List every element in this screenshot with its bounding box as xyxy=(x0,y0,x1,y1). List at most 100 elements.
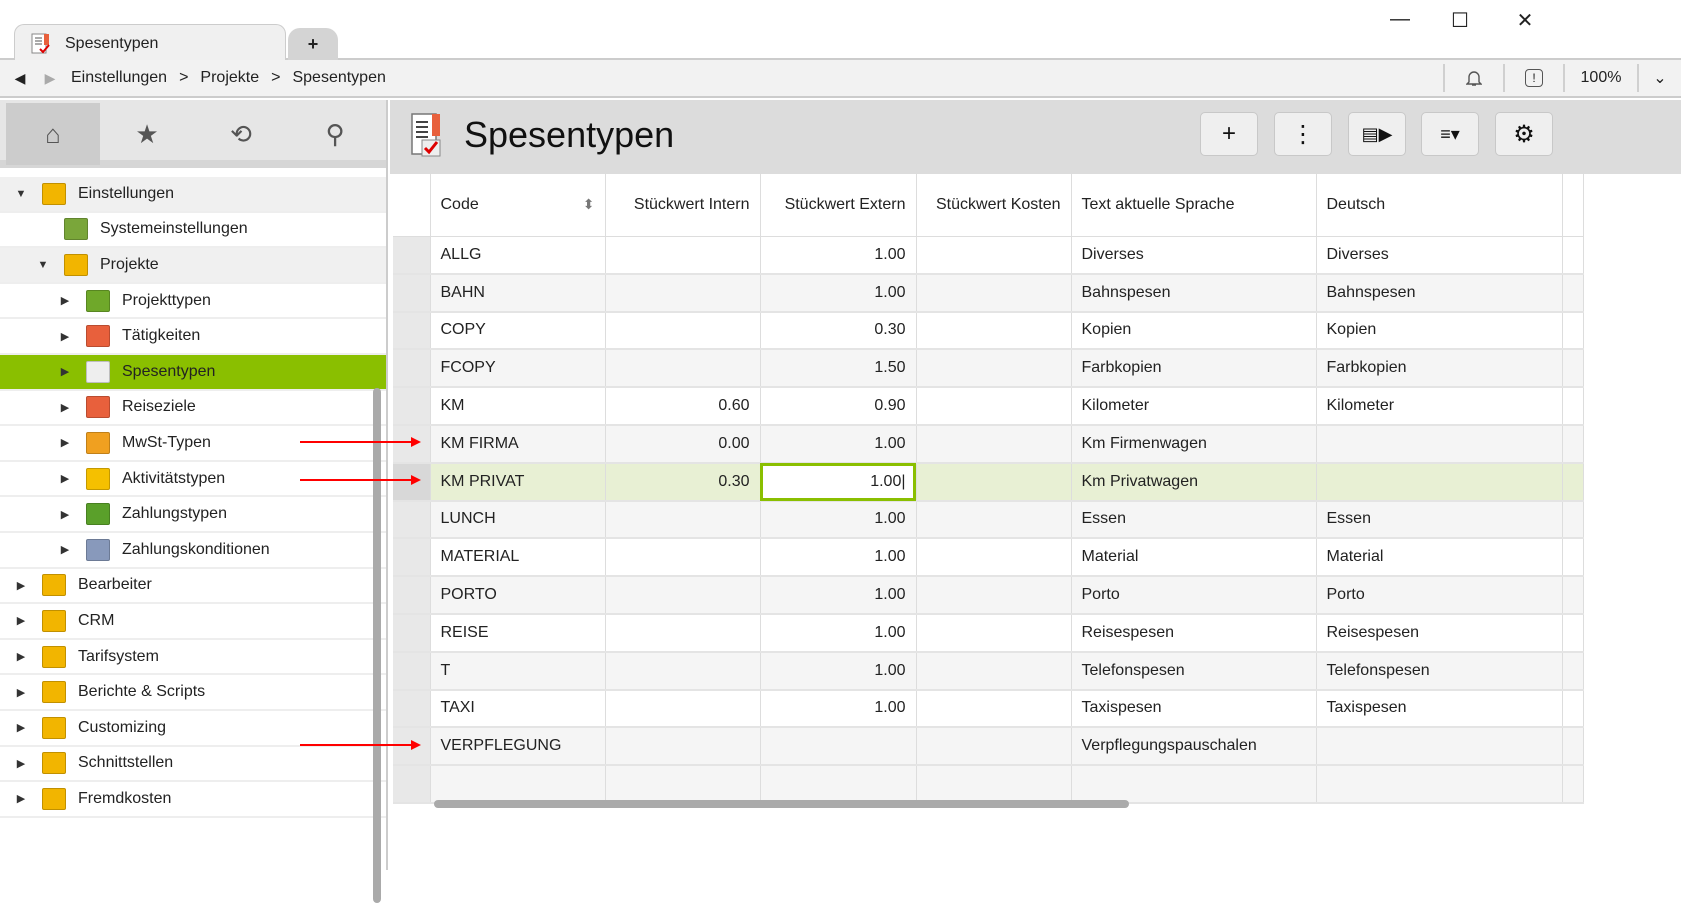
caret-right-icon[interactable]: ▶ xyxy=(16,793,26,806)
caret-right-icon[interactable]: ▶ xyxy=(60,366,70,379)
table-cell[interactable]: Verpflegungspauschalen xyxy=(1071,727,1317,767)
table-cell[interactable]: LUNCH xyxy=(430,500,606,540)
table-cell[interactable] xyxy=(916,387,1072,426)
table-cell[interactable]: BAHN xyxy=(430,273,606,313)
table-cell[interactable]: Material xyxy=(1316,538,1563,578)
breadcrumb-einstellungen[interactable]: Einstellungen xyxy=(71,69,168,86)
table-cell[interactable]: COPY xyxy=(430,311,606,351)
new-tab-button[interactable]: + xyxy=(288,28,338,60)
table-row[interactable]: REISE 1.00 Reisespesen Reisespesen xyxy=(393,613,1584,653)
column-header[interactable]: Code ⬍ xyxy=(430,174,606,237)
table-cell[interactable] xyxy=(916,765,1072,804)
table-cell[interactable]: T xyxy=(430,651,606,691)
table-row[interactable] xyxy=(393,765,1584,804)
table-cell[interactable] xyxy=(1316,727,1563,767)
zoom-level[interactable]: 100% xyxy=(1563,64,1637,92)
table-cell[interactable]: Porto xyxy=(1316,576,1563,615)
caret-right-icon[interactable]: ▶ xyxy=(16,757,26,770)
table-row[interactable]: KM FIRMA 0.00 1.00 Km Firmenwagen xyxy=(393,424,1584,464)
table-row[interactable]: MATERIAL 1.00 Material Material xyxy=(393,538,1584,578)
table-cell[interactable] xyxy=(605,576,761,615)
row-header[interactable] xyxy=(393,576,431,615)
breadcrumb-projekte[interactable]: Projekte xyxy=(200,69,260,86)
add-button[interactable]: + xyxy=(1200,112,1258,156)
table-cell[interactable]: KM FIRMA xyxy=(430,424,606,464)
table-cell[interactable] xyxy=(760,765,917,804)
tree-item[interactable]: ▼ Einstellungen xyxy=(0,177,386,213)
row-header[interactable] xyxy=(393,387,431,426)
row-header[interactable] xyxy=(393,613,431,653)
column-header[interactable]: Stückwert Intern xyxy=(605,174,761,237)
table-cell[interactable]: Taxispesen xyxy=(1316,689,1563,729)
table-cell[interactable] xyxy=(916,576,1072,615)
table-cell[interactable]: Reisespesen xyxy=(1071,613,1317,653)
table-cell[interactable] xyxy=(916,273,1072,313)
table-cell[interactable]: 0.30 xyxy=(605,462,761,502)
row-header[interactable] xyxy=(393,273,431,313)
table-cell[interactable] xyxy=(605,349,761,389)
sidebar-tab-home[interactable]: ⌂ xyxy=(6,103,100,165)
table-cell[interactable]: 0.30 xyxy=(760,311,917,351)
table-cell[interactable] xyxy=(430,765,606,804)
table-cell[interactable] xyxy=(605,500,761,540)
caret-down-icon[interactable]: ▼ xyxy=(15,187,27,200)
tree-item[interactable]: ▶ CRM xyxy=(0,604,386,640)
tree-item[interactable]: ▶ Reiseziele xyxy=(0,391,386,427)
table-cell[interactable]: Kilometer xyxy=(1071,387,1317,426)
table-cell[interactable]: 1.00 xyxy=(760,424,917,464)
table-cell[interactable]: Farbkopien xyxy=(1316,349,1563,389)
table-cell[interactable] xyxy=(916,236,1072,275)
table-cell[interactable] xyxy=(1316,424,1563,464)
table-cell[interactable] xyxy=(1316,765,1563,804)
table-cell[interactable]: 1.00 xyxy=(760,500,917,540)
row-header[interactable] xyxy=(393,349,431,389)
table-row[interactable]: VERPFLEGUNG Verpflegungspauschalen xyxy=(393,727,1584,767)
table-cell[interactable] xyxy=(605,273,761,313)
table-cell[interactable]: 0.00 xyxy=(605,424,761,464)
table-cell[interactable]: Telefonspesen xyxy=(1071,651,1317,691)
cell-editor[interactable]: 1.00| xyxy=(760,462,917,502)
table-cell[interactable] xyxy=(760,727,917,767)
sort-icon[interactable]: ⬍ xyxy=(582,195,595,212)
settings-button[interactable]: ⚙ xyxy=(1495,112,1553,156)
row-header[interactable] xyxy=(393,765,431,804)
table-cell[interactable]: Essen xyxy=(1316,500,1563,540)
table-cell[interactable]: FCOPY xyxy=(430,349,606,389)
table-row[interactable]: COPY 0.30 Kopien Kopien xyxy=(393,311,1584,351)
table-cell[interactable]: Diverses xyxy=(1316,236,1563,275)
table-cell[interactable] xyxy=(916,613,1072,653)
table-cell[interactable]: Material xyxy=(1071,538,1317,578)
maximize-button[interactable]: ☐ xyxy=(1451,10,1469,32)
row-header[interactable] xyxy=(393,500,431,540)
table-cell[interactable]: Telefonspesen xyxy=(1316,651,1563,691)
table-cell[interactable] xyxy=(605,613,761,653)
table-cell[interactable] xyxy=(916,727,1072,767)
table-cell[interactable]: 1.00 xyxy=(760,236,917,275)
table-cell[interactable] xyxy=(916,349,1072,389)
table-cell[interactable] xyxy=(605,538,761,578)
column-header[interactable]: Deutsch xyxy=(1316,174,1563,237)
row-header[interactable] xyxy=(393,538,431,578)
table-cell[interactable] xyxy=(1071,765,1317,804)
table-row[interactable]: PORTO 1.00 Porto Porto xyxy=(393,576,1584,615)
table-cell[interactable]: 0.90 xyxy=(760,387,917,426)
row-header[interactable] xyxy=(393,651,431,691)
tree-item[interactable]: ▶ Spesentypen xyxy=(0,354,386,391)
table-cell[interactable]: Bahnspesen xyxy=(1316,273,1563,313)
sidebar-tab-history[interactable]: ⟲ xyxy=(194,103,288,165)
close-button[interactable]: ✕ xyxy=(1516,10,1534,32)
forward-icon[interactable]: ▶ xyxy=(44,69,56,86)
tree-item[interactable]: ▶ Fremdkosten xyxy=(0,782,386,818)
row-header[interactable] xyxy=(393,236,431,275)
caret-right-icon[interactable]: ▶ xyxy=(16,722,26,735)
tree-item[interactable]: Systemeinstellungen xyxy=(0,213,386,249)
tree-item[interactable]: ▶ MwSt-Typen xyxy=(0,426,386,462)
table-cell[interactable]: Farbkopien xyxy=(1071,349,1317,389)
alerts-button[interactable]: ! xyxy=(1503,64,1563,92)
chevron-down-icon[interactable]: ⌄ xyxy=(1637,64,1681,92)
caret-right-icon[interactable]: ▶ xyxy=(16,686,26,699)
table-cell[interactable]: PORTO xyxy=(430,576,606,615)
tree-item[interactable]: ▶ Schnittstellen xyxy=(0,747,386,783)
caret-right-icon[interactable]: ▶ xyxy=(60,508,70,521)
table-cell[interactable]: 0.60 xyxy=(605,387,761,426)
